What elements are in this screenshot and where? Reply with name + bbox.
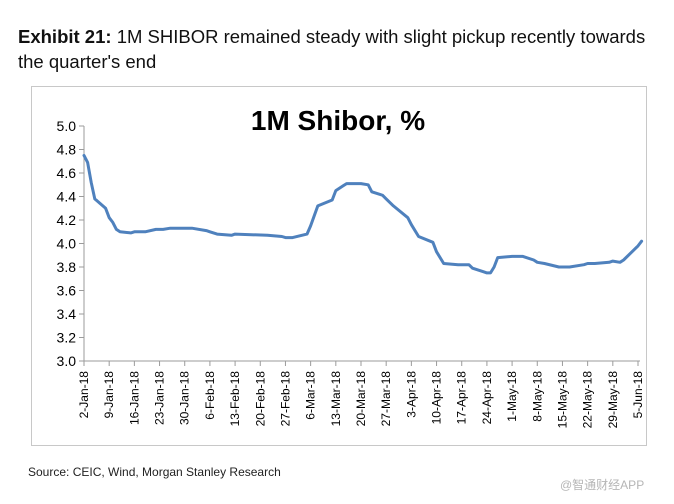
chart-title: 1M Shibor, % bbox=[251, 105, 425, 136]
x-tick-label: 24-Apr-18 bbox=[480, 371, 494, 425]
x-tick-label: 20-Mar-18 bbox=[354, 371, 368, 427]
x-tick-label: 30-Jan-18 bbox=[178, 371, 192, 425]
x-tick-label: 13-Mar-18 bbox=[329, 371, 343, 427]
y-tick-label: 3.0 bbox=[57, 353, 77, 369]
x-tick-label: 29-May-18 bbox=[606, 371, 620, 429]
chart-frame bbox=[31, 86, 647, 446]
x-tick-label: 17-Apr-18 bbox=[455, 371, 469, 425]
y-axis: 3.0 3.2 3.4 3.6 3.8 4.0 4.2 4.4 4.6 4.8 5.0 bbox=[57, 118, 85, 369]
y-tick-label: 3.4 bbox=[57, 306, 77, 322]
y-tick-label: 4.6 bbox=[57, 165, 77, 181]
y-tick-label: 4.2 bbox=[57, 212, 77, 228]
y-tick-label: 4.8 bbox=[57, 142, 77, 158]
x-axis: 2-Jan-18 9-Jan-18 16-Jan-18 23-Jan-18 30-Jan… bbox=[77, 360, 645, 429]
x-tick-label: 13-Feb-18 bbox=[228, 371, 242, 427]
y-tick-label: 5.0 bbox=[57, 118, 77, 134]
x-tick-label: 5-Jun-18 bbox=[631, 371, 645, 419]
x-tick-label: 3-Apr-18 bbox=[404, 371, 418, 418]
x-tick-label: 2-Jan-18 bbox=[77, 371, 91, 419]
y-tick-label: 4.0 bbox=[57, 236, 77, 252]
x-tick-label: 8-May-18 bbox=[530, 371, 544, 422]
x-tick-label: 10-Apr-18 bbox=[430, 371, 444, 425]
x-tick-label: 6-Mar-18 bbox=[304, 371, 318, 420]
x-tick-label: 1-May-18 bbox=[505, 371, 519, 422]
x-tick-label: 9-Jan-18 bbox=[102, 371, 116, 419]
exhibit-title-text: 1M SHIBOR remained steady with slight pi… bbox=[18, 26, 646, 72]
watermark: @智通财经APP bbox=[560, 478, 645, 492]
exhibit-label: Exhibit 21: bbox=[18, 26, 112, 47]
source-note: Source: CEIC, Wind, Morgan Stanley Resea… bbox=[28, 465, 281, 479]
y-tick-label: 4.4 bbox=[57, 189, 77, 205]
x-tick-label: 22-May-18 bbox=[581, 371, 595, 429]
x-tick-label: 15-May-18 bbox=[555, 371, 569, 429]
x-tick-label: 16-Jan-18 bbox=[127, 371, 141, 425]
series-line-1m-shibor bbox=[82, 153, 644, 275]
y-tick-label: 3.8 bbox=[57, 259, 77, 275]
x-tick-label: 6-Feb-18 bbox=[203, 371, 217, 420]
y-tick-label: 3.2 bbox=[57, 330, 77, 346]
y-tick-label: 3.6 bbox=[57, 283, 77, 299]
x-tick-label: 27-Mar-18 bbox=[379, 371, 393, 427]
x-tick-label: 20-Feb-18 bbox=[253, 371, 267, 427]
x-tick-label: 23-Jan-18 bbox=[153, 371, 167, 425]
x-tick-label: 27-Feb-18 bbox=[278, 371, 292, 427]
exhibit-title: Exhibit 21: 1M SHIBOR remained steady wi… bbox=[18, 24, 658, 74]
